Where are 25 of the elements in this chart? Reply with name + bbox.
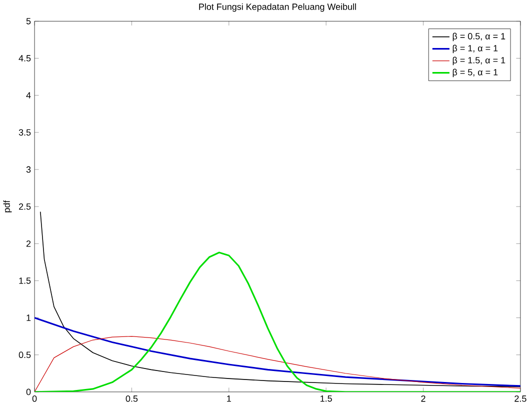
chart-title: Plot Fungsi Kepadatan Peluang Weibull: [199, 3, 356, 12]
y-tick-label: 4: [26, 92, 31, 98]
y-tick-label: 3: [26, 166, 31, 173]
x-tick-label: 1: [227, 395, 231, 402]
legend-label: β = 1, α = 1: [452, 44, 498, 54]
y-tick-label: 1.5: [19, 278, 31, 284]
line-series: [34, 336, 520, 392]
y-tick-label: 0.5: [18, 352, 31, 358]
y-tick-label: 0: [26, 388, 31, 396]
y-tick-label: 2.5: [19, 203, 31, 210]
legend-label: β = 0.5, α = 1: [452, 32, 506, 42]
x-tick-label: 0: [32, 395, 37, 402]
y-tick-label: 1: [26, 314, 31, 321]
y-tick-label: 4.5: [18, 55, 31, 62]
line-series: [34, 316, 520, 387]
x-tick-label: 1.5: [320, 395, 332, 402]
x-tick-label: 2.5: [514, 395, 526, 402]
x-tick-label: 2: [421, 395, 426, 402]
y-axis-title: pdf: [3, 200, 12, 212]
legend-label: β = 5, α = 1: [452, 68, 498, 78]
legend-label: β = 1.5, α = 1: [452, 56, 506, 66]
y-tick-label: 5: [26, 18, 31, 24]
y-tick-label: 2: [26, 240, 31, 247]
y-tick-label: 3.5: [18, 129, 31, 136]
x-tick-label: 0.5: [126, 395, 138, 402]
